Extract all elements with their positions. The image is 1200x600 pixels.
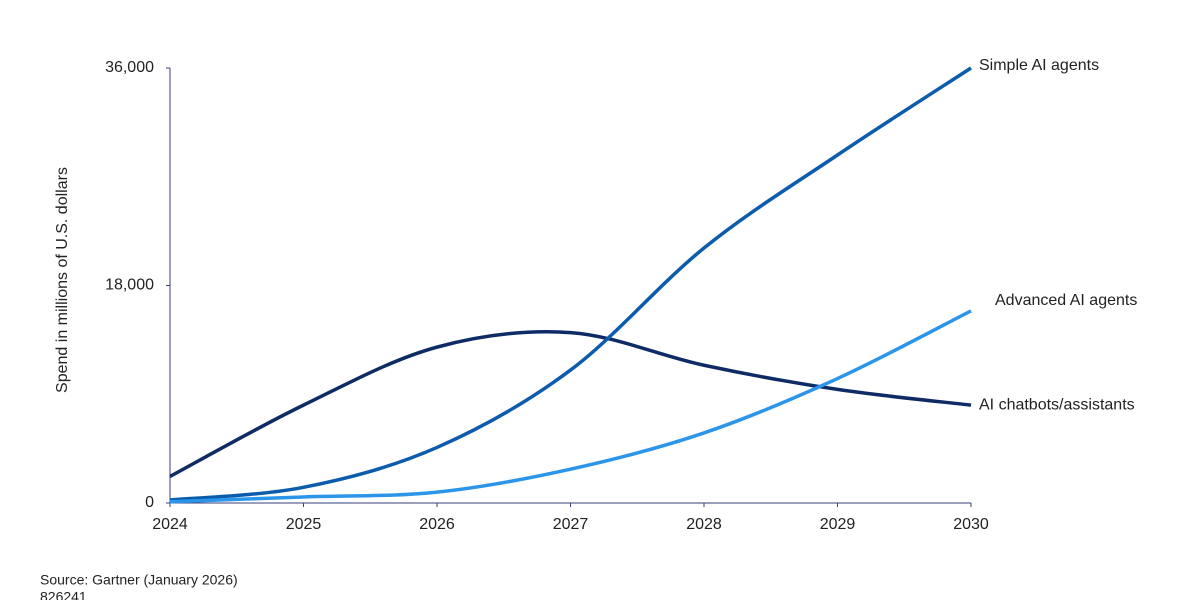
series-label: Simple AI agents bbox=[979, 57, 1099, 74]
x-tick-label: 2024 bbox=[152, 516, 188, 533]
y-tick-label: 36,000 bbox=[105, 59, 154, 76]
source-note: Source: Gartner (January 2026) bbox=[40, 572, 238, 588]
series-line bbox=[169, 309, 972, 504]
x-tick-label: 2027 bbox=[553, 516, 589, 533]
series-line bbox=[169, 330, 972, 478]
series-line bbox=[169, 66, 972, 502]
x-tick-label: 2028 bbox=[686, 516, 722, 533]
x-tick-label: 2025 bbox=[286, 516, 322, 533]
x-tick-label: 2029 bbox=[820, 516, 856, 533]
series-label: Advanced AI agents bbox=[995, 292, 1137, 309]
chart-id: 826241 bbox=[40, 589, 87, 600]
y-tick-label: 18,000 bbox=[105, 277, 154, 294]
y-tick-label: 0 bbox=[145, 494, 154, 511]
series-label: AI chatbots/assistants bbox=[979, 396, 1135, 413]
x-tick-label: 2026 bbox=[419, 516, 455, 533]
x-tick-label: 2030 bbox=[953, 516, 989, 533]
y-axis-label: Spend in millions of U.S. dollars bbox=[54, 167, 71, 393]
